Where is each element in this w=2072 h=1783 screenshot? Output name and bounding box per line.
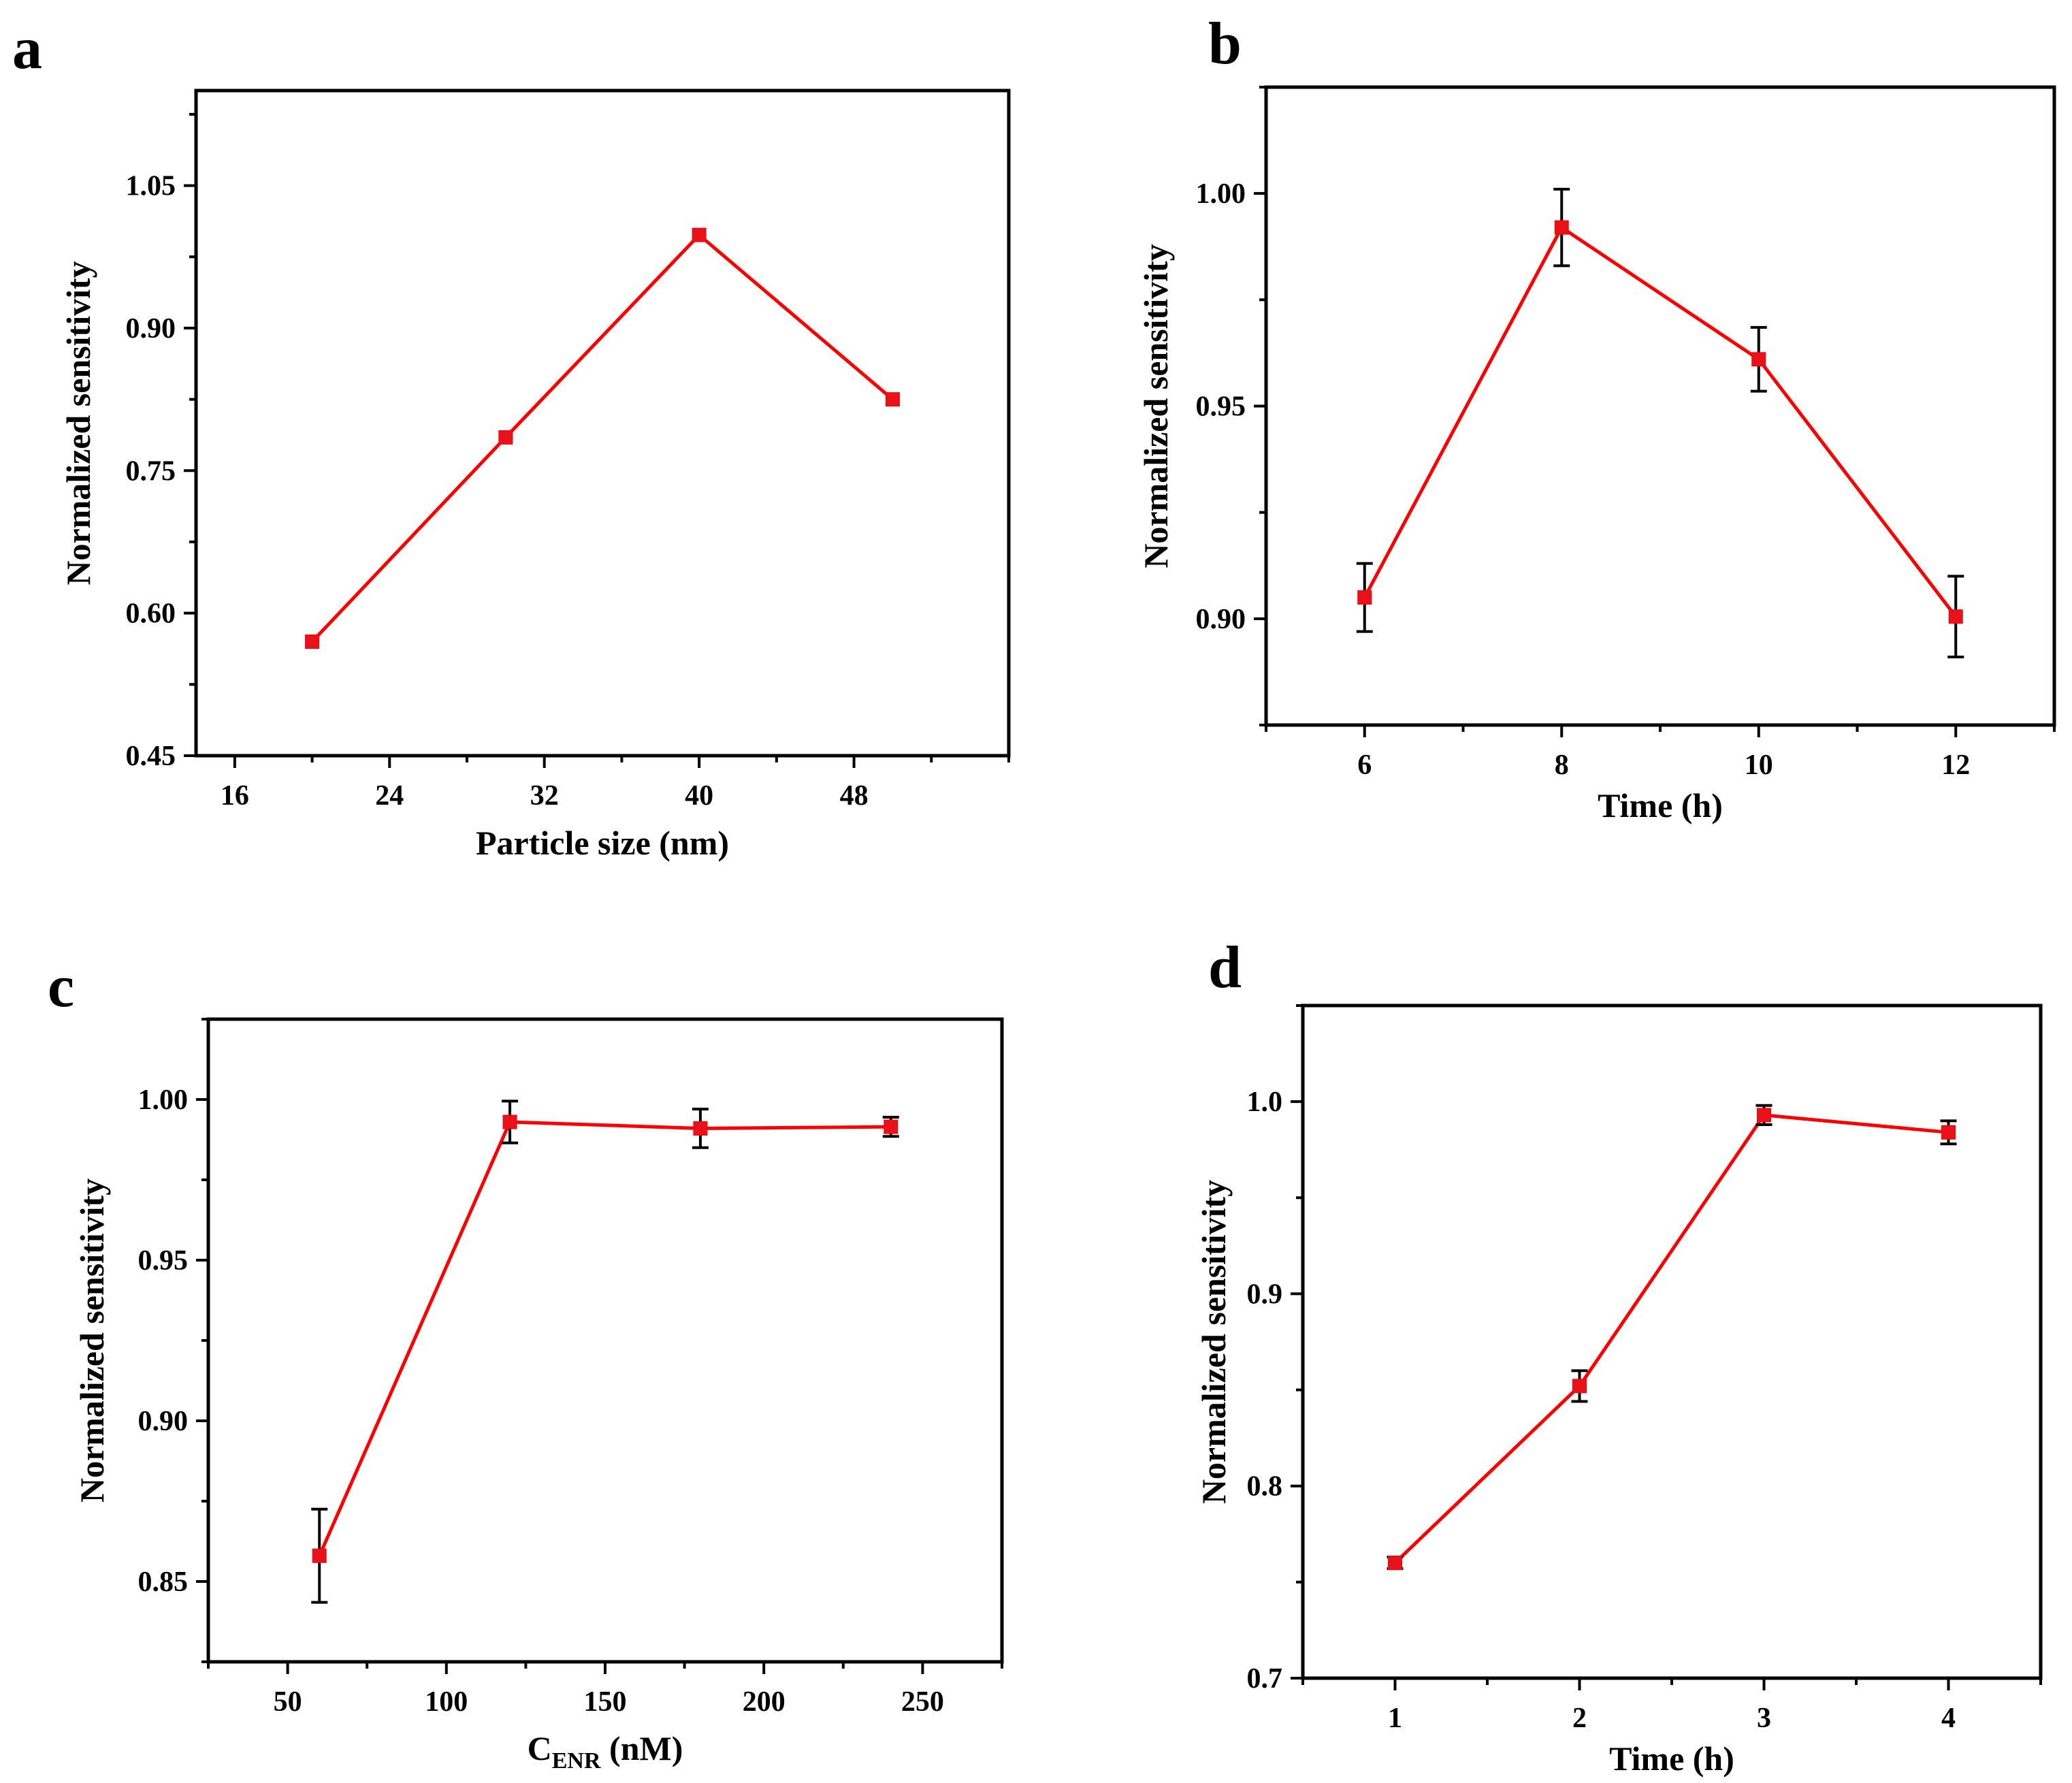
x-axis-title: CENR (nM) — [528, 1729, 683, 1773]
plot-frame — [194, 89, 1011, 758]
y-tick-label: 0.95 — [138, 1245, 189, 1276]
panel-label: b — [1208, 11, 1242, 77]
x-axis-title: Time (h) — [1609, 1739, 1734, 1778]
y-tick-label: 0.85 — [138, 1567, 189, 1598]
data-point — [502, 1114, 517, 1129]
y-tick-label: 0.75 — [126, 455, 176, 487]
x-tick-label: 24 — [375, 780, 404, 812]
data-point — [1757, 1108, 1771, 1123]
y-tick-label: 0.9 — [1247, 1279, 1283, 1310]
data-point — [1948, 609, 1963, 624]
series-line — [310, 232, 894, 643]
x-tick-label: 200 — [743, 1686, 786, 1718]
series-line — [317, 1120, 891, 1557]
plot-frame — [1264, 85, 2056, 727]
data-point — [1554, 220, 1569, 235]
data-point — [1751, 352, 1766, 367]
y-axis-title: Normalized sensitivity — [73, 1178, 111, 1503]
x-axis-title: Time (h) — [1598, 786, 1723, 824]
y-axis-title: Normalized sensitivity — [1137, 244, 1175, 568]
x-axis-title: Particle size (nm) — [476, 824, 729, 862]
chart-panel-b: b 0.90 0.95 1.00 6 8 10 12 Time (h) Normalized se… — [1137, 11, 2056, 824]
chart-panel-c: c 0.85 0.90 0.95 1.00 50 100 150 200 250 CENR (nM)… — [48, 954, 1004, 1773]
data-point — [884, 1119, 899, 1134]
x-tick-label: 12 — [1941, 750, 1970, 781]
y-tick-label: 0.90 — [138, 1406, 189, 1437]
x-tick-label: 100 — [425, 1686, 468, 1718]
data-point — [1357, 590, 1372, 605]
x-tick-label: 150 — [584, 1686, 627, 1718]
y-tick-label: 1.00 — [1196, 178, 1246, 210]
y-tick-label: 1.05 — [126, 171, 176, 202]
x-tick-label: 50 — [274, 1686, 302, 1718]
y-tick-label: 0.45 — [126, 741, 176, 772]
x-tick-label: 48 — [840, 780, 869, 812]
x-tick-label: 6 — [1357, 750, 1372, 781]
data-point — [305, 635, 320, 649]
y-tick-label: 0.95 — [1196, 391, 1246, 423]
x-tick-label: 250 — [901, 1686, 944, 1718]
data-point — [312, 1548, 327, 1563]
y-tick-label: 0.60 — [126, 598, 176, 630]
chart-panel-d: d 0.7 0.8 0.9 1.0 1 2 3 4 Time (h) Normalized sens… — [1195, 935, 2043, 1778]
y-tick-label: 1.00 — [138, 1085, 189, 1116]
x-tick-label: 32 — [530, 780, 559, 812]
data-point — [1572, 1379, 1587, 1394]
y-tick-label: 0.90 — [1196, 604, 1246, 635]
y-tick-label: 0.7 — [1247, 1663, 1283, 1694]
data-point — [885, 392, 900, 407]
x-tick-label: 4 — [1941, 1703, 1956, 1734]
chart-panel-a: a 0.45 0.60 0.75 0.90 1.05 16 24 32 40 48 Particle … — [12, 16, 1011, 862]
plot-frame — [1301, 1003, 2043, 1680]
data-point — [498, 430, 513, 445]
series-line — [1363, 225, 1958, 618]
x-tick-label: 10 — [1745, 750, 1773, 781]
x-tick-label: 8 — [1555, 750, 1569, 781]
data-point — [692, 227, 707, 242]
y-axis-title: Normalized sensitivity — [59, 261, 97, 585]
panel-label: a — [12, 16, 42, 82]
data-point — [1941, 1125, 1956, 1140]
panel-label: d — [1208, 935, 1242, 1001]
y-axis-title: Normalized sensitivity — [1195, 1180, 1233, 1504]
series-line — [1393, 1113, 1949, 1564]
y-tick-label: 0.8 — [1247, 1471, 1283, 1503]
plot-frame — [206, 1017, 1004, 1664]
x-tick-label: 16 — [221, 780, 249, 812]
y-tick-label: 1.0 — [1247, 1087, 1283, 1118]
x-tick-label: 40 — [685, 780, 713, 812]
data-point — [693, 1121, 708, 1136]
panel-label: c — [48, 954, 74, 1020]
x-tick-label: 3 — [1757, 1703, 1771, 1734]
data-point — [1388, 1556, 1402, 1571]
y-tick-label: 0.90 — [126, 313, 176, 344]
x-tick-label: 2 — [1572, 1703, 1587, 1734]
x-tick-label: 1 — [1388, 1703, 1402, 1734]
